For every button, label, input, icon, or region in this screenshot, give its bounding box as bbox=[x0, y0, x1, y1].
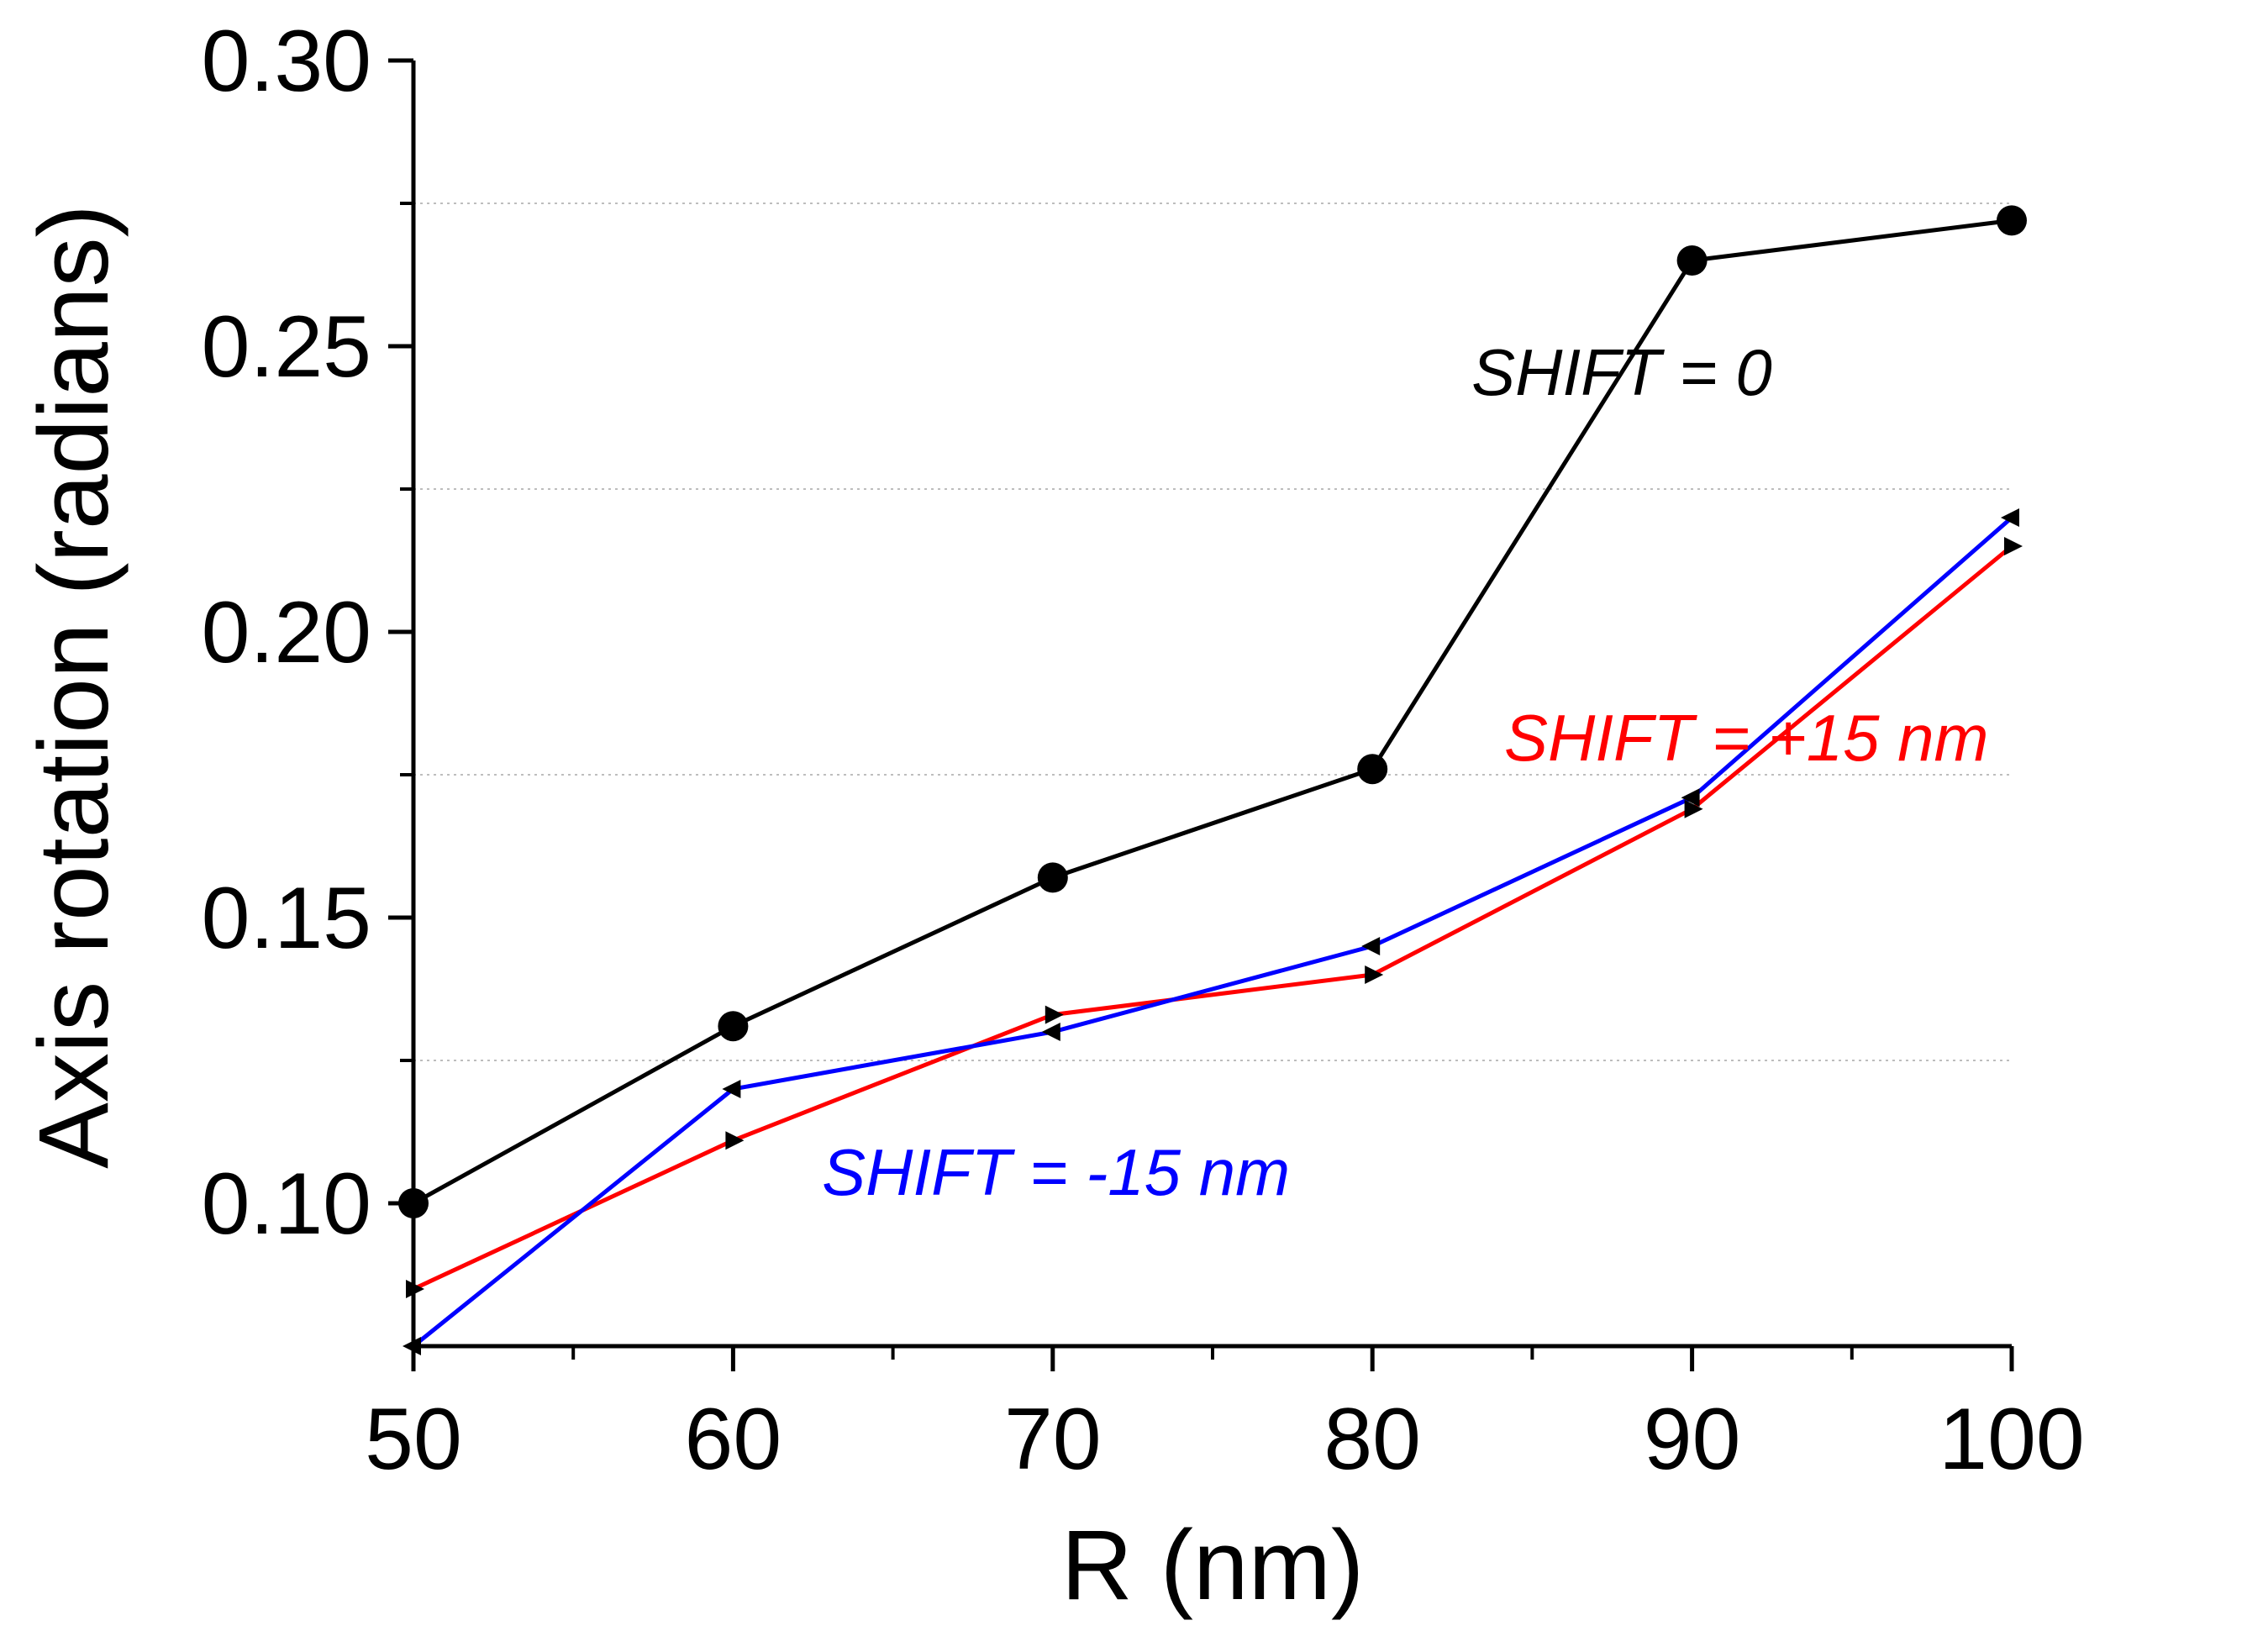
series-1-point-5 bbox=[2004, 537, 2023, 555]
series-1-point-4 bbox=[1684, 799, 1703, 818]
x-tick-label-5: 100 bbox=[1939, 1391, 2085, 1488]
series-1-point-3 bbox=[1365, 965, 1384, 984]
x-tick-label-2: 70 bbox=[1004, 1391, 1102, 1488]
x-tick-label-4: 90 bbox=[1644, 1391, 1741, 1488]
annotation-0: SHIFT = 0 bbox=[1471, 335, 1772, 409]
annotations: SHIFT = 0 SHIFT = +15 nm SHIFT = -15 nm bbox=[822, 335, 1988, 1209]
series-2-point-4 bbox=[1681, 788, 1700, 808]
x-tick-label-3: 80 bbox=[1323, 1391, 1421, 1488]
annotation-1: SHIFT = +15 nm bbox=[1504, 701, 1989, 775]
series-lines bbox=[412, 218, 2013, 1348]
series-line-0 bbox=[412, 218, 2013, 1206]
series-2-point-1 bbox=[722, 1080, 741, 1098]
series-2-point-3 bbox=[1361, 937, 1381, 955]
series-line-2 bbox=[412, 516, 2013, 1348]
x-tick-label-0: 50 bbox=[365, 1391, 462, 1488]
series-0-point-4 bbox=[1676, 245, 1708, 276]
series-1-point-1 bbox=[725, 1131, 745, 1150]
y-axis-title: Axis rotation (radians) bbox=[18, 204, 129, 1169]
y-tick-label-0: 0.10 bbox=[202, 1155, 371, 1253]
series-0-point-5 bbox=[1997, 205, 2027, 236]
axes: 0.10 0.15 0.20 0.25 0.30 50 60 70 80 90 100 bbox=[202, 13, 2085, 1488]
series-markers bbox=[398, 205, 2027, 1355]
series-2-point-2 bbox=[1041, 1023, 1060, 1041]
series-0-point-3 bbox=[1357, 754, 1388, 785]
series-0-point-1 bbox=[718, 1011, 749, 1042]
x-tick-label-1: 60 bbox=[685, 1391, 782, 1488]
series-1-point-2 bbox=[1045, 1005, 1064, 1024]
annotation-2: SHIFT = -15 nm bbox=[822, 1135, 1290, 1209]
series-0-point-2 bbox=[1037, 862, 1068, 893]
series-2-point-5 bbox=[2001, 508, 2019, 527]
y-tick-label-2: 0.20 bbox=[202, 584, 371, 681]
grid-lines bbox=[413, 203, 2012, 1061]
y-tick-label-1: 0.15 bbox=[202, 870, 371, 967]
x-axis-title: R (nm) bbox=[1061, 1510, 1365, 1621]
y-tick-label-4: 0.30 bbox=[202, 13, 371, 110]
series-line-1 bbox=[412, 545, 2013, 1292]
y-tick-label-3: 0.25 bbox=[202, 298, 371, 396]
